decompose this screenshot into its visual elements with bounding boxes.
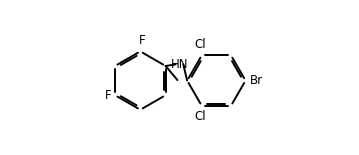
Text: HN: HN (171, 58, 188, 71)
Text: F: F (139, 34, 145, 47)
Text: F: F (104, 89, 111, 102)
Text: Cl: Cl (195, 111, 206, 123)
Text: Br: Br (250, 74, 262, 87)
Text: Cl: Cl (195, 38, 206, 51)
